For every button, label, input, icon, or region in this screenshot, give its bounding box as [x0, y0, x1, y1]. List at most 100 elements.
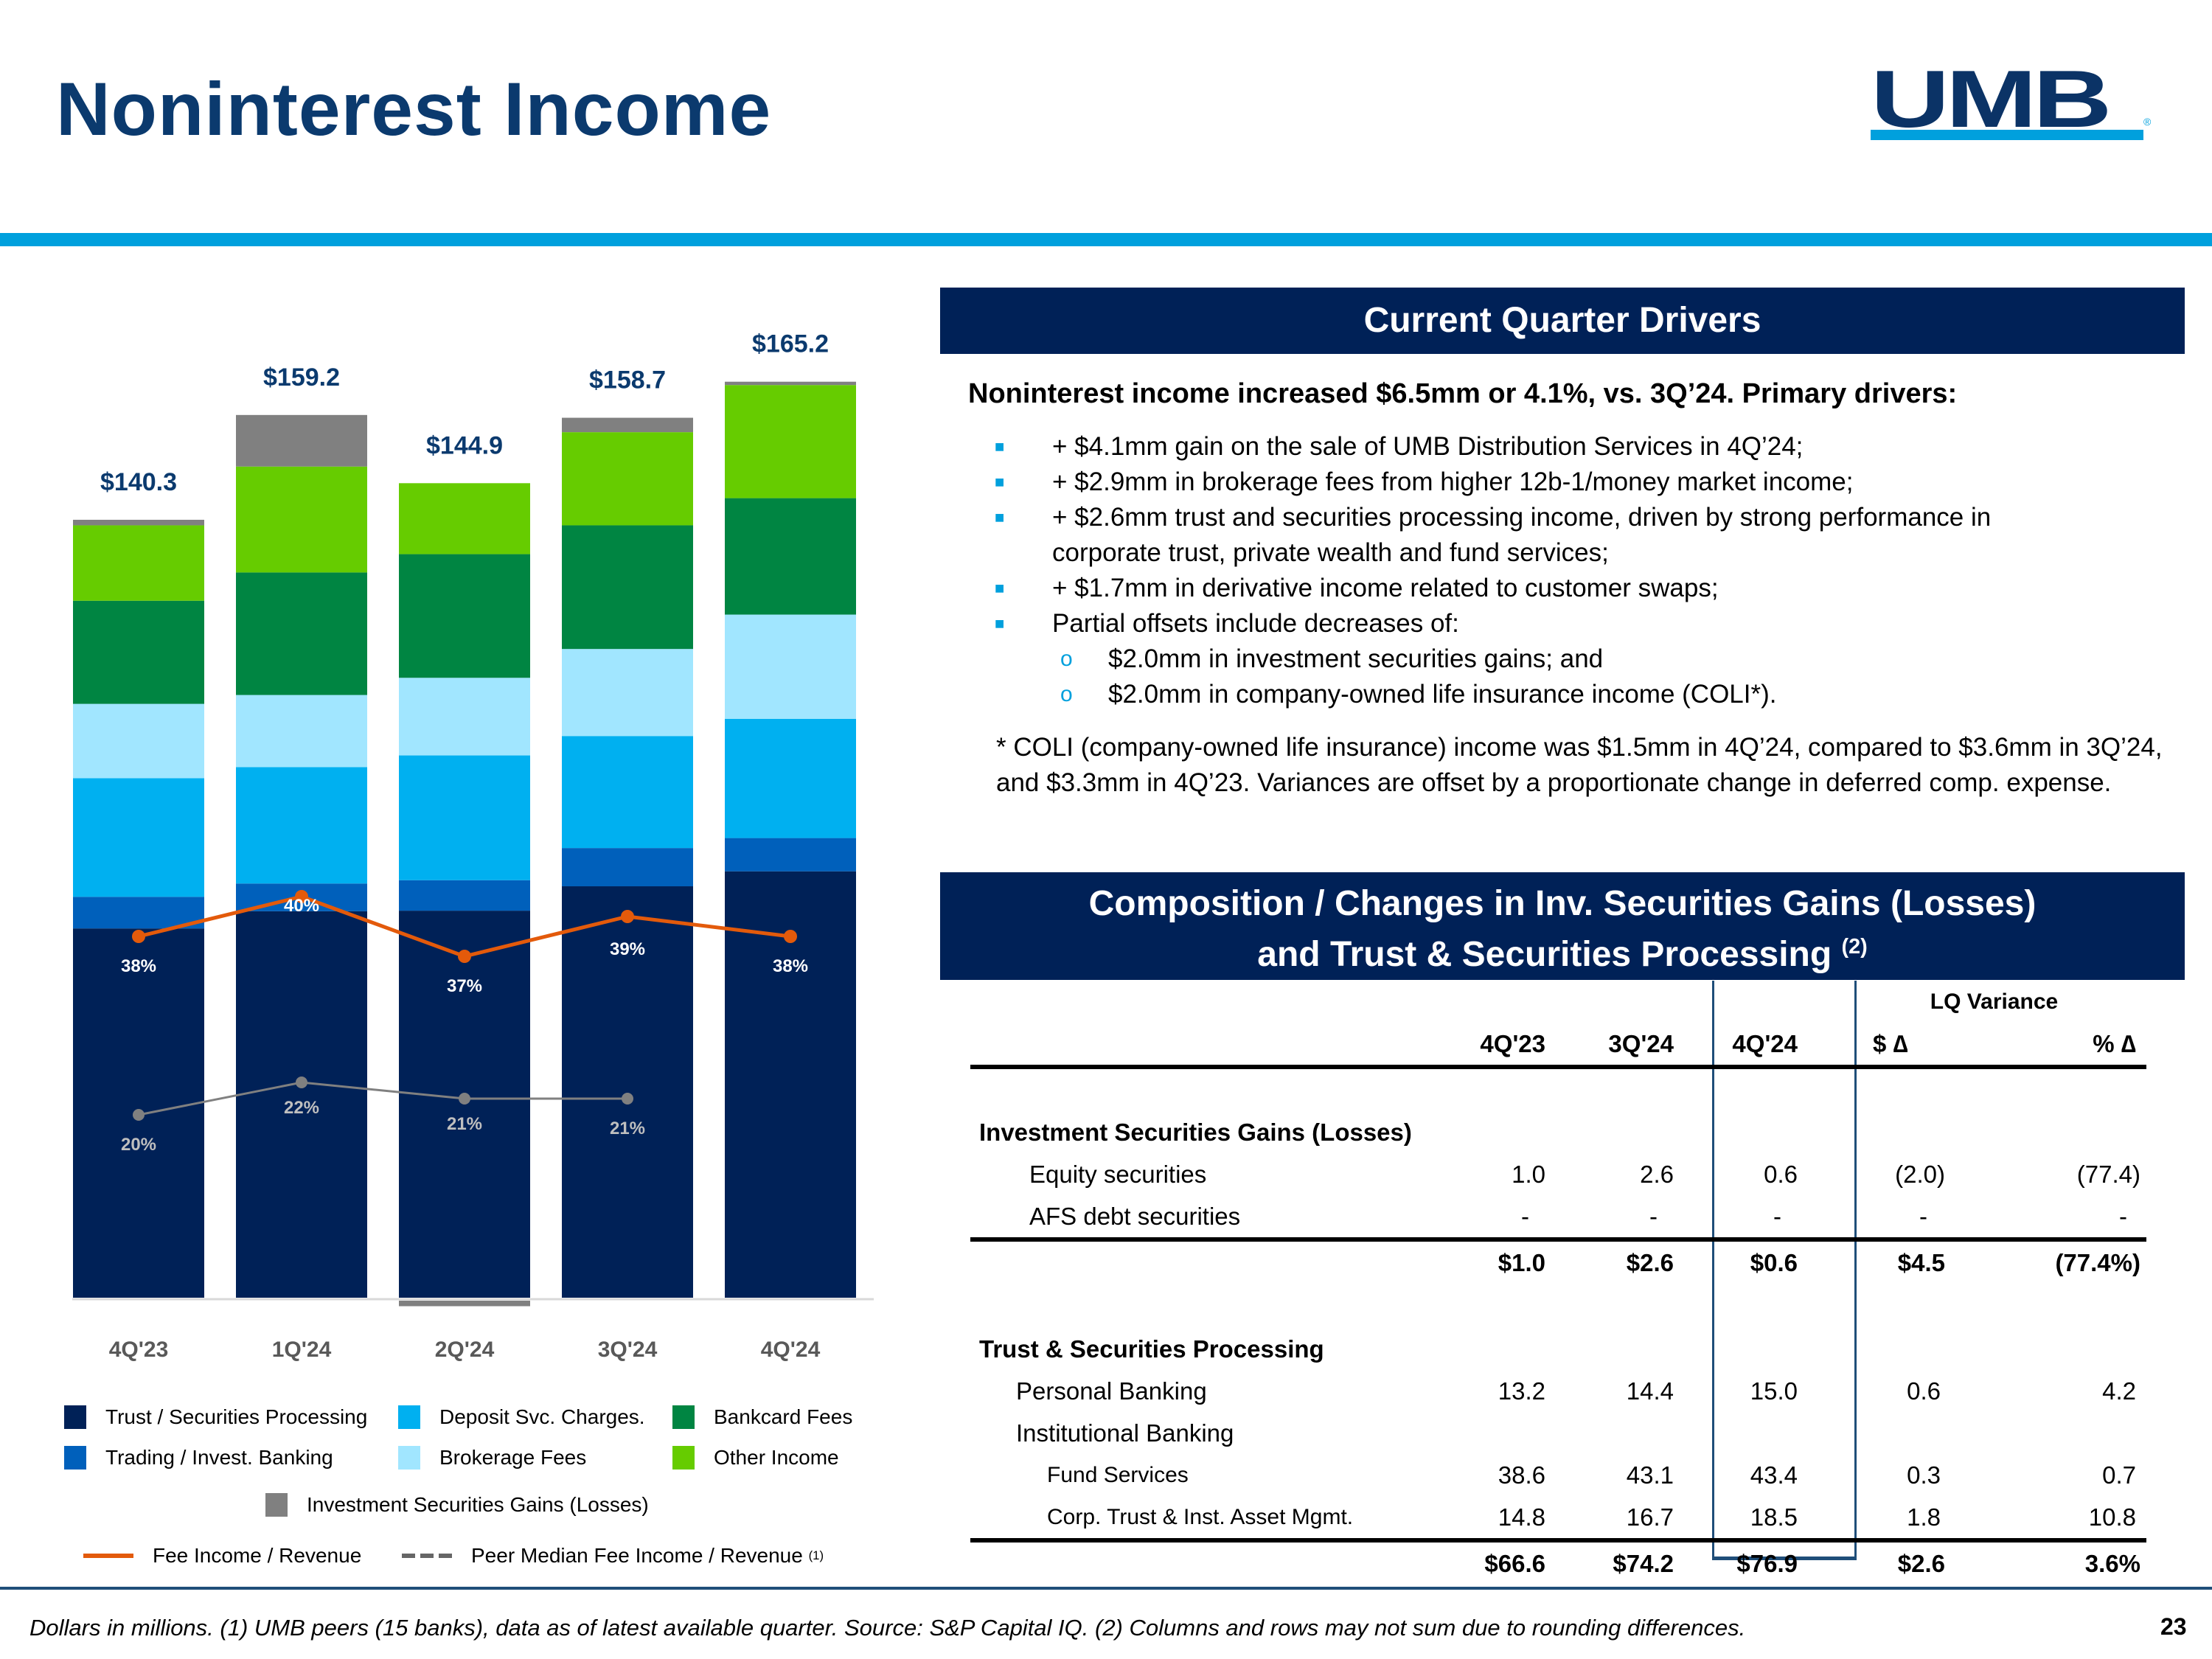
drivers-heading: Current Quarter Drivers [940, 288, 2185, 354]
bar-segment-brokerage-fees [73, 703, 204, 779]
total-cell: $1.0 [1498, 1248, 1545, 1276]
cell: (77.4) [2076, 1160, 2140, 1188]
driver-bullet: ■ + $4.1mm gain on the sale of UMB Distri… [968, 429, 2192, 465]
total-cell: 3.6% [2084, 1549, 2140, 1577]
legend-item-trust: Trust / Securities Processing [64, 1405, 367, 1429]
cell: 0.7 [2102, 1461, 2136, 1489]
legend-item-deposit: Deposit Svc. Charges. [398, 1405, 645, 1429]
legend-item-other: Other Income [672, 1446, 839, 1470]
bar-segment-other-income [725, 385, 856, 498]
cell: 43.1 [1626, 1461, 1674, 1489]
driver-sub-bullet: o $2.0mm in company-owned life insurance … [968, 677, 2192, 712]
table-row: Institutional Banking [970, 1412, 2146, 1454]
bar-segment-brokerage-fees [399, 678, 530, 756]
bar-segment-bankcard-fees [399, 554, 530, 678]
footnote: Dollars in millions. (1) UMB peers (15 b… [29, 1615, 1746, 1641]
driver-bullet: ■ + $1.7mm in derivative income related t… [968, 571, 2192, 606]
legend-swatch [398, 1405, 420, 1429]
bar-segment-deposit-svc-charges- [399, 755, 530, 880]
bar-segment-brokerage-fees [236, 695, 367, 768]
total-cell: (77.4%) [2055, 1248, 2140, 1276]
bar-total-label: $140.3 [100, 468, 177, 496]
bar-segment-bankcard-fees [73, 600, 204, 704]
logo-underline [1871, 130, 2143, 140]
registered-mark: ® [2143, 116, 2152, 128]
cell: 16.7 [1626, 1503, 1674, 1531]
heading-footnote-ref: (2) [1841, 935, 1868, 959]
legend-item-peer-median: Peer Median Fee Income / Revenue (1) [402, 1544, 824, 1568]
cell: 1.0 [1512, 1160, 1545, 1188]
total-cell: $4.5 [1897, 1248, 1945, 1276]
bar-segment-trust-securities-processing [236, 911, 367, 1298]
legend-line-swatch [83, 1554, 133, 1558]
total-cell: $0.6 [1750, 1248, 1798, 1276]
row-label: Fund Services [1047, 1462, 1189, 1487]
peer-median-label: 21% [447, 1114, 482, 1134]
fee-income-point [784, 930, 797, 943]
legend-swatch [64, 1446, 86, 1470]
col-header: 4Q'23 [1480, 1029, 1545, 1057]
peer-median-label: 22% [284, 1098, 319, 1118]
fee-income-label: 39% [610, 939, 645, 959]
bar-segment-investment-securities-gains-losses- [73, 519, 204, 526]
bar-segment-deposit-svc-charges- [236, 767, 367, 884]
cell: 2.6 [1640, 1160, 1674, 1188]
legend-label: Investment Securities Gains (Losses) [307, 1493, 649, 1516]
cell: 13.2 [1498, 1377, 1545, 1405]
composition-heading-line1: Composition / Changes in Inv. Securities… [1088, 884, 2037, 923]
composition-table: LQ Variance 4Q'23 3Q'24 4Q'24 $ ∆ % ∆ In… [970, 981, 2146, 1585]
square-bullet-icon: ■ [995, 579, 1005, 597]
fee-income-label: 38% [773, 956, 808, 976]
cell: 14.8 [1498, 1503, 1545, 1531]
total-cell: $2.6 [1626, 1248, 1674, 1276]
legend-item-bankcard: Bankcard Fees [672, 1405, 852, 1429]
legend-swatch [672, 1446, 695, 1470]
legend-swatch [398, 1446, 420, 1470]
bar-total-label: $165.2 [752, 330, 829, 358]
bar-segment-deposit-svc-charges- [562, 736, 693, 849]
total-cell: $76.9 [1736, 1549, 1798, 1577]
row-label: Institutional Banking [1016, 1419, 1234, 1447]
table-row: AFS debt securities - - - - - [970, 1195, 2146, 1239]
fee-income-point [132, 930, 145, 943]
cell: 0.3 [1907, 1461, 1941, 1489]
bullet-text: Partial offsets include decreases of: [1052, 609, 1459, 638]
bullet-text: + $2.9mm in brokerage fees from higher 1… [1052, 467, 1854, 496]
x-tick-label: 3Q'24 [598, 1338, 658, 1362]
legend-label: Other Income [714, 1446, 839, 1469]
driver-bullet: ■ + $2.6mm trust and securities processin… [968, 500, 2192, 571]
section-header-row: Trust & Securities Processing [970, 1328, 2146, 1370]
cell: - [1649, 1202, 1658, 1230]
total-cell: $2.6 [1897, 1549, 1945, 1577]
page-number: 23 [2160, 1613, 2187, 1640]
bar-segment-trust-securities-processing [562, 886, 693, 1298]
peer-median-point [296, 1077, 307, 1088]
table-row: Personal Banking 13.2 14.4 15.0 0.6 4.2 [970, 1370, 2146, 1412]
x-tick-label: 1Q'24 [272, 1338, 332, 1362]
bullet-text: + $4.1mm gain on the sale of UMB Distrib… [1052, 432, 1804, 461]
cell: 38.6 [1498, 1461, 1545, 1489]
cell: 0.6 [1907, 1377, 1941, 1405]
bar-segment-investment-securities-gains-losses- [725, 381, 856, 386]
fee-income-label: 40% [284, 896, 319, 916]
square-bullet-icon: ■ [995, 508, 1005, 526]
umb-logo: UMB ® [1871, 54, 2152, 145]
cell: (2.0) [1895, 1160, 1945, 1188]
circle-bullet-icon: o [1060, 682, 1073, 706]
col-header: $ ∆ [1873, 1029, 1908, 1057]
legend-label: Trust / Securities Processing [105, 1405, 368, 1428]
drivers-lead: Noninterest income increased $6.5mm or 4… [968, 378, 1958, 409]
cell: 15.0 [1750, 1377, 1798, 1405]
total-cell: $66.6 [1484, 1549, 1545, 1577]
bar-segment-trading-invest-banking [725, 838, 856, 872]
square-bullet-icon: ■ [995, 437, 1005, 456]
fee-income-label: 37% [447, 976, 482, 996]
table-header-row: 4Q'23 3Q'24 4Q'24 $ ∆ % ∆ [970, 1023, 2146, 1067]
x-tick-label: 4Q'24 [761, 1338, 821, 1362]
legend-dash-swatch [402, 1554, 452, 1558]
header-divider [0, 233, 2212, 246]
section-header-row: Investment Securities Gains (Losses) [970, 1111, 2146, 1153]
col-header: 4Q'24 [1732, 1029, 1798, 1057]
square-bullet-icon: ■ [995, 473, 1005, 491]
row-label: Corp. Trust & Inst. Asset Mgmt. [1047, 1504, 1354, 1529]
